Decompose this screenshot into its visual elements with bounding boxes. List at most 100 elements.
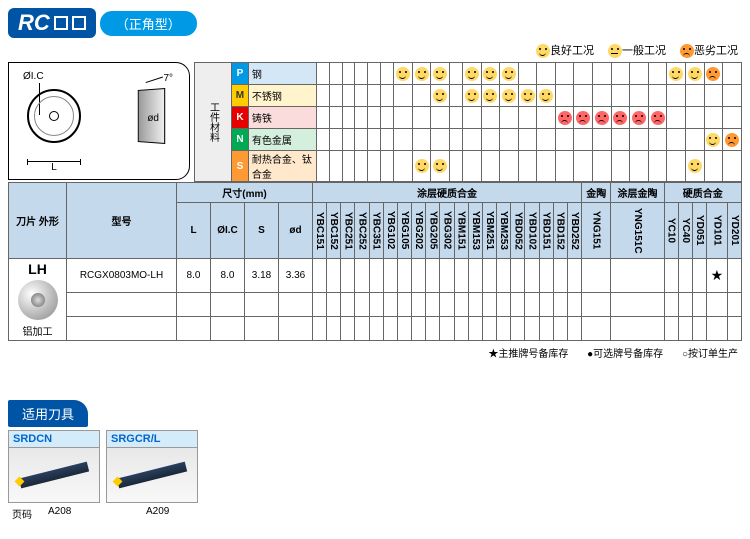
mat-cell [481, 151, 500, 182]
th-grade: YBM253 [497, 203, 511, 259]
mat-cell [685, 151, 704, 182]
th-grade: YBG105 [397, 203, 411, 259]
mat-cell [316, 85, 329, 107]
empty-cell [678, 292, 692, 316]
mat-cell [316, 129, 329, 151]
mat-cell [593, 107, 612, 129]
mat-cell [723, 85, 742, 107]
mat-cell [450, 107, 463, 129]
th-grade: YBG202 [412, 203, 426, 259]
mat-cell [611, 151, 630, 182]
empty-cell [553, 292, 567, 316]
th-grade: YBD152 [553, 203, 567, 259]
mat-cell [431, 85, 450, 107]
empty-cell [454, 292, 468, 316]
grade-cell [539, 259, 553, 292]
mat-cell [381, 63, 394, 85]
th-cermet: 金陶 [581, 183, 610, 203]
empty-cell [440, 292, 454, 316]
mat-cell [463, 85, 482, 107]
legend-top: 良好工况 一般工况 恶劣工况 [0, 42, 738, 58]
mat-cell [593, 85, 612, 107]
empty-cell [211, 292, 245, 316]
insert-diagram: ØI.C L 7° ød [8, 62, 190, 180]
grade-cell [397, 259, 411, 292]
grade-cell [454, 259, 468, 292]
empty-cell [707, 292, 728, 316]
mat-cell [593, 151, 612, 182]
mat-cell [481, 63, 500, 85]
mat-name: 有色金属 [248, 129, 316, 151]
rc-text: RC [18, 10, 50, 36]
th-dim-col: ØI.C [211, 203, 245, 259]
mat-cell [555, 63, 574, 85]
grade-cell [482, 259, 496, 292]
mat-cell [342, 129, 355, 151]
th-grade: YBM251 [482, 203, 496, 259]
mat-cell [574, 85, 593, 107]
mat-cell [704, 107, 723, 129]
mat-cell [537, 85, 556, 107]
grade-cell [468, 259, 482, 292]
mat-cell [537, 151, 556, 182]
empty-cell [383, 292, 397, 316]
empty-cell [664, 292, 678, 316]
mat-cell [368, 151, 381, 182]
mat-name: 铸铁 [248, 107, 316, 129]
empty-cell [67, 316, 177, 340]
grade-cell [727, 259, 741, 292]
tool-card: SRGCR/L [106, 430, 198, 503]
mat-cell [463, 151, 482, 182]
insert-icon [18, 280, 58, 320]
empty-cell [511, 292, 525, 316]
dim-cell: 3.18 [245, 259, 279, 292]
mat-cell [593, 63, 612, 85]
mat-cell [704, 63, 723, 85]
th-grade: YBD102 [525, 203, 539, 259]
mat-cell [630, 129, 649, 151]
mat-cell [500, 151, 519, 182]
empty-cell [279, 292, 313, 316]
grade-cell [553, 259, 567, 292]
mat-cell [667, 151, 686, 182]
legend-circle: ○按订单生产 [682, 349, 738, 360]
mat-cell [342, 63, 355, 85]
mat-cell [611, 63, 630, 85]
type-badge: （正角型） [100, 11, 197, 36]
page-label: 页码 [8, 506, 38, 521]
mat-cell [450, 63, 463, 85]
mat-cell [450, 85, 463, 107]
mat-cell [412, 63, 431, 85]
empty-cell [707, 316, 728, 340]
empty-cell [426, 316, 440, 340]
mat-cell [500, 107, 519, 129]
empty-cell [327, 292, 341, 316]
mat-cell [355, 151, 368, 182]
legend-bad: 恶劣工况 [694, 45, 738, 57]
legend-good: 良好工况 [550, 45, 594, 57]
diag-od-label: ød [147, 113, 159, 124]
empty-cell [412, 292, 426, 316]
mat-name: 耐热合金、钛合金 [248, 151, 316, 182]
empty-cell [611, 292, 664, 316]
th-grade: YBM151 [454, 203, 468, 259]
th-grade: YBG102 [383, 203, 397, 259]
mat-cell [368, 85, 381, 107]
legend-dot: ●可选牌号备库存 [587, 349, 663, 360]
th-grade: YBG302 [440, 203, 454, 259]
mat-cell [381, 151, 394, 182]
empty-cell [482, 316, 496, 340]
empty-cell [567, 292, 581, 316]
mat-cell [481, 129, 500, 151]
empty-cell [581, 316, 610, 340]
mat-cell [685, 63, 704, 85]
tools-header: 适用刀具 [8, 400, 88, 427]
th-cc: 涂层金陶 [611, 183, 664, 203]
empty-cell [177, 292, 211, 316]
empty-cell [313, 316, 327, 340]
th-dim-col: ød [279, 203, 313, 259]
empty-cell [664, 316, 678, 340]
mat-cell [412, 129, 431, 151]
empty-cell [553, 316, 567, 340]
th-grade: YBD052 [511, 203, 525, 259]
